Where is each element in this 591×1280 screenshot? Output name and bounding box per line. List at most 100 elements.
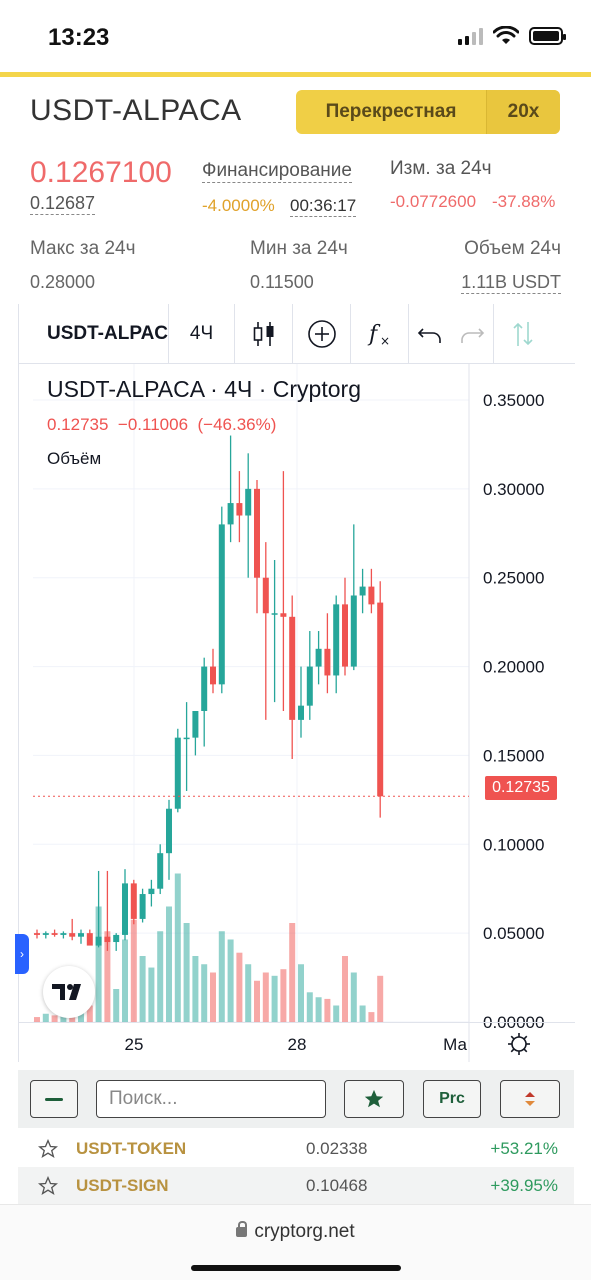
symbol-selector[interactable]: USDT-ALPACA <box>19 304 169 363</box>
candle-body <box>289 616 296 720</box>
volume-bar <box>227 939 234 1022</box>
star-icon <box>364 1089 384 1108</box>
y-tick-label: 0.05000 <box>483 924 544 943</box>
candle-body <box>377 602 384 797</box>
volume-bar <box>359 1005 366 1022</box>
cellular-signal-icon <box>458 27 483 45</box>
volume-bar <box>201 964 208 1022</box>
candle-body <box>34 933 40 935</box>
settings-gear-icon[interactable] <box>508 1033 530 1055</box>
legend-close: 0.12735 <box>47 415 109 434</box>
tradingview-logo-icon[interactable] <box>43 966 95 1018</box>
battery-icon <box>529 27 566 45</box>
accent-divider <box>0 72 591 77</box>
volume-bar <box>315 997 322 1022</box>
price-sort-button[interactable]: Prc <box>423 1080 481 1118</box>
volume-bar <box>377 975 384 1022</box>
volume-bar <box>86 1005 93 1022</box>
change-24h-label: Изм. за 24ч <box>390 158 492 179</box>
svg-text:f: f <box>367 322 381 347</box>
volume-bar <box>148 967 155 1022</box>
url-text[interactable]: cryptorg.net <box>254 1221 355 1242</box>
market-ticker[interactable]: USDT-TOKEN <box>76 1138 187 1158</box>
high-24h-value: 0.28000 <box>30 272 96 292</box>
pair-title: USDT-ALPACA <box>30 94 242 127</box>
candle-body <box>262 577 269 614</box>
margin-mode-label[interactable]: Перекрестная <box>325 101 457 122</box>
volume-bar <box>130 919 137 1022</box>
candle-body <box>245 488 252 516</box>
high-24h-label: Макс за 24ч <box>30 238 136 259</box>
candle-body <box>183 737 190 740</box>
volume-bar <box>60 1013 67 1022</box>
candle-body <box>236 503 243 516</box>
interval-selector[interactable]: 4Ч <box>169 304 235 363</box>
volume-bar <box>139 956 146 1022</box>
volume-bar <box>262 972 269 1022</box>
candle-body <box>42 933 49 935</box>
volume-bar <box>210 972 216 1022</box>
y-tick-label: 0.30000 <box>483 480 544 499</box>
y-tick-label: 0.10000 <box>483 835 544 854</box>
candle-body <box>69 933 76 937</box>
legend-volume-label[interactable]: Объём <box>47 449 102 468</box>
favorite-star-icon[interactable] <box>38 1175 58 1196</box>
candle-body <box>122 883 128 935</box>
funding-label[interactable]: Финансирование <box>202 160 352 183</box>
volume-bar <box>350 972 357 1022</box>
low-24h-label: Мин за 24ч <box>250 238 348 259</box>
volume-bar <box>324 998 331 1022</box>
mark-price[interactable]: 0.12687 <box>30 193 96 215</box>
sort-order-button[interactable] <box>500 1080 560 1118</box>
candle-body <box>51 933 58 935</box>
svg-text:×: × <box>380 334 390 348</box>
market-ticker[interactable]: USDT-SIGN <box>76 1175 169 1195</box>
candle-body <box>210 666 216 685</box>
volume-bar <box>157 931 164 1022</box>
volume-bar <box>174 873 181 1022</box>
candle-body <box>342 604 348 667</box>
market-row[interactable]: USDT-SIGN 0.10468 +39.95% <box>18 1167 574 1204</box>
candle-body <box>359 586 366 596</box>
chart-legend: USDT-ALPACA · 4Ч · Cryptorg 0.12735 −0.1… <box>47 376 361 469</box>
volume-bar <box>51 1015 58 1022</box>
legend-title: USDT-ALPACA · 4Ч · Cryptorg <box>47 376 361 402</box>
expand-drawing-toolbar-icon[interactable]: › <box>15 934 29 974</box>
chart-widget[interactable]: USDT-ALPACA 4Ч f × 0.35000 0.30000 0.25000 0… <box>15 304 575 1062</box>
volume-bar <box>218 931 225 1022</box>
candle-type-icon[interactable] <box>235 304 293 363</box>
chart-toolbar: USDT-ALPACA 4Ч f × <box>19 304 575 364</box>
volume-24h-value[interactable]: 1.11B USDT <box>461 272 561 294</box>
favorites-filter-button[interactable] <box>344 1080 404 1118</box>
add-indicator-icon[interactable] <box>293 304 351 363</box>
redo-icon[interactable] <box>451 304 493 363</box>
market-change: +53.21% <box>490 1138 558 1158</box>
candle-body <box>78 933 84 937</box>
candle-body <box>174 737 181 809</box>
leverage-button[interactable]: 20x <box>486 90 560 134</box>
volume-bar <box>245 964 252 1022</box>
funding-countdown[interactable]: 00:36:17 <box>290 196 357 217</box>
collapse-button[interactable] <box>30 1080 78 1118</box>
margin-mode-button[interactable]: Перекрестная 20x <box>296 90 560 134</box>
candlestick-chart[interactable]: 0.35000 0.30000 0.25000 0.20000 0.15000 0.100… <box>19 364 575 1062</box>
candle-body <box>271 613 278 615</box>
volume-bar <box>183 923 190 1022</box>
url-field[interactable]: cryptorg.net <box>0 1221 591 1243</box>
indicators-fx-icon[interactable]: f × <box>351 304 409 363</box>
volume-bar <box>289 923 296 1022</box>
search-input[interactable]: Поиск... <box>96 1080 326 1118</box>
market-row[interactable]: USDT-TOKEN 0.02338 +53.21% <box>18 1130 574 1167</box>
candle-body <box>113 934 120 943</box>
undo-icon[interactable] <box>409 304 451 363</box>
legend-change: −0.11006 <box>117 415 189 434</box>
candle-body <box>306 666 313 706</box>
favorite-star-icon[interactable] <box>38 1138 58 1159</box>
market-controls: Поиск... Prc <box>18 1070 574 1128</box>
compare-arrows-icon[interactable] <box>493 304 551 363</box>
home-indicator[interactable] <box>191 1265 401 1271</box>
status-bar: 13:23 <box>0 0 591 72</box>
candle-body <box>368 586 375 605</box>
volume-24h-label: Объем 24ч <box>464 238 561 259</box>
volume-bar <box>113 989 120 1022</box>
